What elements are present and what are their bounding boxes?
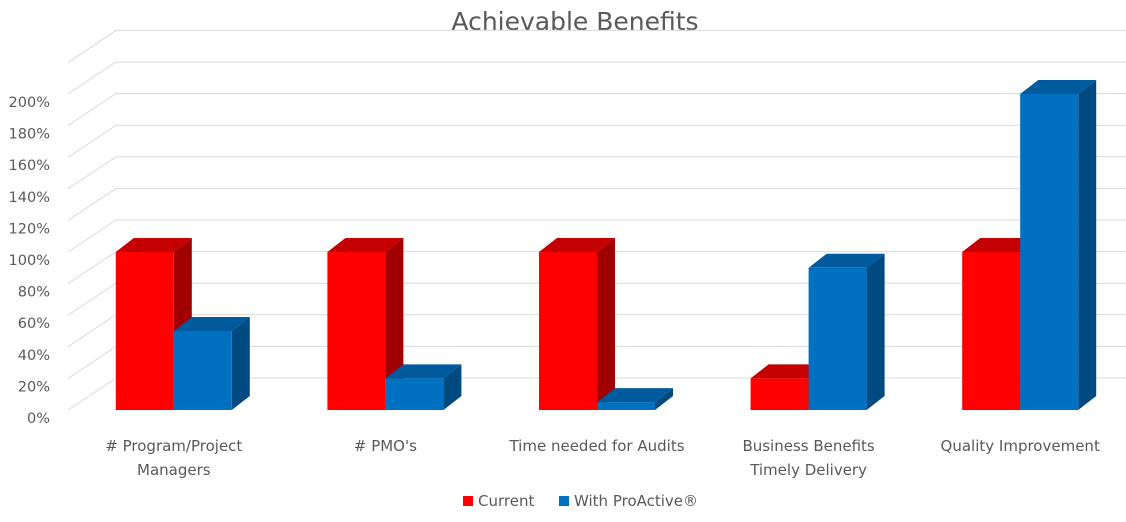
gridline [67,61,1126,95]
bar-top [808,253,885,268]
bar-side [385,238,404,410]
y-tick-label: 200% [9,95,50,111]
gridline [67,29,1126,63]
bar-front [750,378,809,410]
bar-front [808,267,867,410]
y-tick-label: 140% [9,190,50,206]
bar-front [173,331,232,410]
bar-side [443,364,462,410]
x-tick-label: Quality Improvement [941,437,1100,455]
gridline [67,251,1126,285]
gridline [67,219,1126,253]
bar [597,388,673,410]
legend-swatch [559,496,569,506]
gridlines [67,29,1126,411]
bar-top [750,364,827,379]
bar-front [962,252,1021,410]
bar [327,238,404,410]
y-tick-label: 180% [9,127,50,143]
y-tick-label: 160% [9,158,50,174]
x-tick-label: # Program/Project Managers [105,437,242,479]
x-tick-label: Business Benefits Timely Delivery [742,437,874,479]
bar-front [597,402,655,410]
bar [1020,80,1097,410]
bar-front [327,252,386,410]
bar-front [1020,94,1079,410]
bar-top [539,238,615,252]
y-tick-label: 80% [18,285,50,301]
x-tick-label: # PMO's [354,437,417,455]
gridline [67,124,1126,158]
y-tick-label: 40% [18,348,50,364]
legend-label: Current [478,492,534,510]
bar-side [655,388,673,410]
bar-front [539,252,597,410]
y-tick-label: 120% [9,221,50,237]
y-tick-label: 20% [18,379,50,395]
bar-top [327,238,404,252]
bar-side [231,317,250,410]
y-tick-label: 60% [18,316,50,332]
gridline [67,93,1126,127]
legend: Current With ProActive® [463,492,698,510]
y-tick-label: 0% [27,411,50,427]
bar-front [385,378,444,410]
bar-top [385,364,462,379]
bar-top [597,388,673,403]
bar [808,253,885,410]
y-axis-labels: 0% 20% 40% 60% 80% 100% 120% 140% 160% 180% 200% [9,95,50,427]
legend-swatch [463,496,473,506]
gridline [67,187,1126,221]
bar-top [173,317,250,331]
bar-side [866,253,885,410]
gridline [67,156,1126,190]
x-tick-label: Time needed for Audits [508,437,684,455]
bar [385,364,462,410]
bar [539,238,615,410]
chart-title: Achievable Benefits [451,7,698,36]
legend-label: With ProActive® [574,492,698,510]
bar-top [115,238,192,252]
y-tick-label: 100% [9,253,50,269]
bar-front [115,252,174,410]
bars [115,80,1097,410]
bar-top [1020,80,1097,94]
bar-side [597,238,615,410]
bar-top [962,238,1039,252]
x-axis-labels: # Program/Project Managers # PMO's Time nee… [105,437,1100,479]
bar-side [1078,80,1097,410]
bar [173,317,250,410]
